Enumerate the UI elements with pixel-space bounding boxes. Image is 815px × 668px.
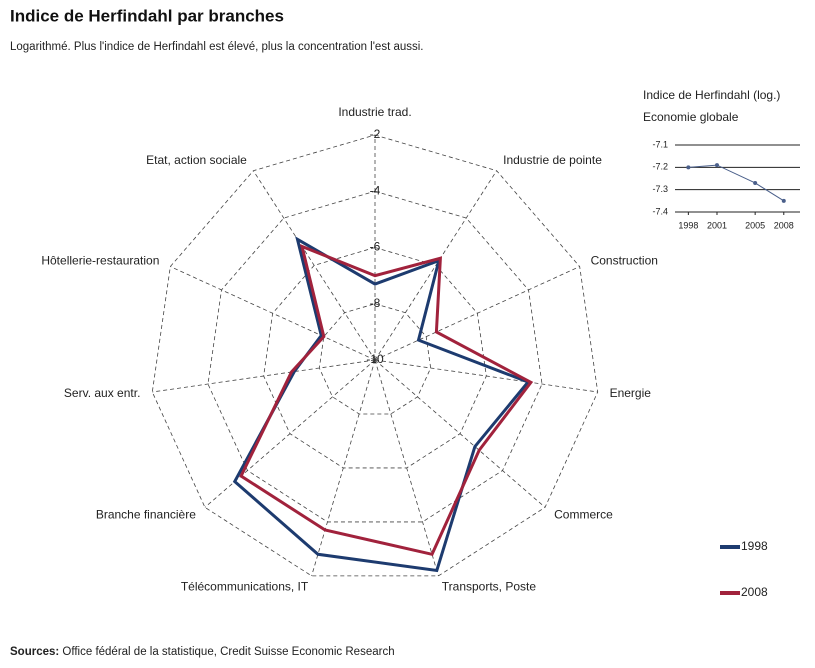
chart-subtitle: Logarithmé. Plus l'indice de Herfindahl … [10,41,424,53]
category-label: Industrie trad. [338,105,411,119]
category-label: Branche financière [96,507,196,521]
grid-ring [151,134,599,577]
radar-line [232,236,531,573]
line [688,164,785,202]
radar-line [239,243,534,557]
r-tick-label: -6 [370,240,381,254]
point [781,198,786,203]
category-label: Commerce [554,507,613,521]
x-tick-label: 2001 [707,220,727,230]
x-tick-label: 2005 [745,220,765,230]
grid-ring [318,303,432,415]
category-label: Energie [610,386,652,400]
category-label: Transports, Poste [442,580,537,594]
y-tick-label: -7.3 [652,184,668,194]
source: Sources: Office fédéral de la statistiqu… [10,646,395,658]
category-label: Construction [591,254,658,268]
grid-ring [207,190,543,523]
source-label: Sources: [10,646,59,658]
y-tick-label: -7.4 [652,206,668,216]
y-tick-label: -7.2 [652,162,668,172]
source-text: Office fédéral de la statistique, Credit… [62,646,394,658]
x-tick-label: 1998 [678,220,698,230]
category-label: Etat, action sociale [146,153,247,167]
point [753,180,758,185]
r-tick-label: -8 [370,296,381,310]
y-tick-label: -7.1 [652,139,668,149]
category-label: Industrie de pointe [503,153,602,167]
category-label: Télécommunications, IT [181,580,309,594]
legend-label: 1998 [741,539,768,553]
inset-subtitle: Economie globale [643,110,739,124]
r-tick-label: -4 [370,183,381,197]
r-tick-label: -10 [366,352,384,366]
point [714,163,719,168]
legend-label: 2008 [741,585,768,599]
grid-ring [263,247,487,469]
category-label: Serv. aux entr. [64,386,140,400]
x-tick-label: 2008 [774,220,794,230]
r-tick-label: -2 [370,127,381,141]
inset-title: Indice de Herfindahl (log.) [643,88,780,102]
point [686,165,691,170]
category-label: Hôtellerie-restauration [41,254,159,268]
chart-title: Indice de Herfindahl par branches [10,6,284,25]
